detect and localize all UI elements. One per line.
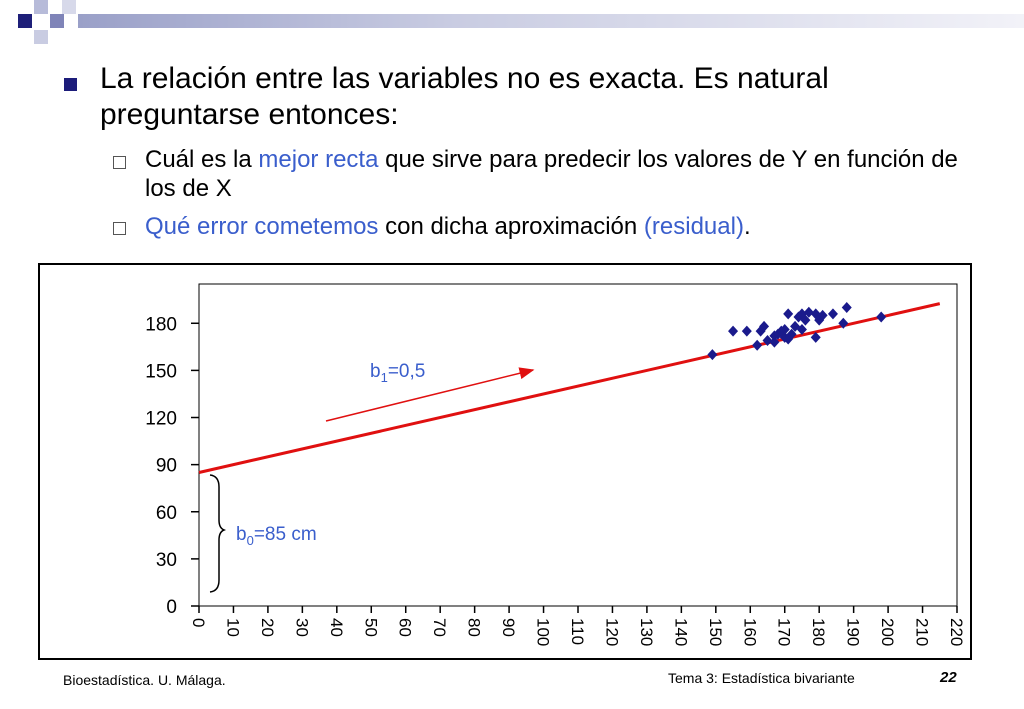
chart-frame: [38, 263, 972, 660]
sub-bullet-1-text: Cuál es la mejor recta que sirve para pr…: [145, 145, 985, 203]
deco-square-pale: [62, 0, 76, 14]
sub-bullet-1-segment: que sirve para predecir los valores de Y…: [145, 146, 958, 202]
sub-bullet-2-text: Qué error cometemos con dicha aproximaci…: [145, 212, 985, 241]
sub-bullet-2-segment: Qué error cometemos: [145, 213, 379, 240]
page-number: 22: [940, 669, 957, 686]
sub-bullet-2-segment: con dicha aproximación: [378, 213, 644, 240]
sub-bullet-2-segment: (residual): [643, 213, 744, 240]
footer-topic: Tema 3: Estadística bivariante: [668, 670, 855, 686]
bullet-square: [64, 78, 77, 91]
sub-bullet-1-segment: Cuál es la: [145, 146, 259, 173]
main-bullet-text: La relación entre las variables no es ex…: [100, 62, 829, 131]
deco-square-dark: [18, 14, 32, 28]
header-gradient-bar: [78, 14, 1024, 28]
footer-course: Bioestadística. U. Málaga.: [63, 672, 226, 688]
deco-square-mid: [50, 14, 64, 28]
sub-bullet-box-1: [113, 156, 126, 169]
deco-square-light2: [34, 30, 48, 44]
sub-bullet-box-2: [113, 222, 126, 235]
sub-bullet-1-segment: mejor recta: [258, 146, 379, 173]
sub-bullet-2-segment: .: [743, 213, 751, 240]
deco-square-light: [34, 0, 48, 14]
